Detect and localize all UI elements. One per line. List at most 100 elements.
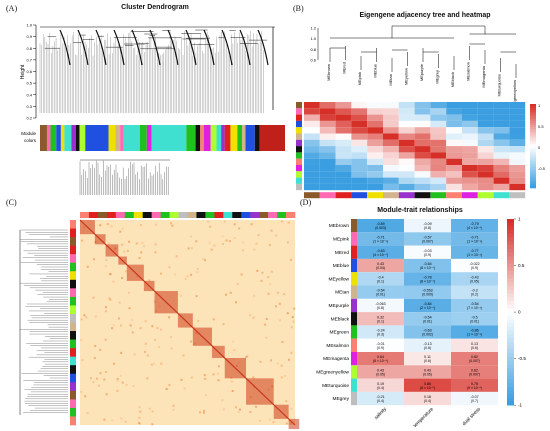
b-heat-cell [398, 102, 415, 109]
d-heat-cell [451, 312, 498, 326]
d-cell-p: (1 × 10⁻³) [467, 253, 482, 257]
b-heat-cell [351, 146, 368, 153]
b-col-color [414, 192, 431, 199]
d-legend-step [507, 397, 514, 402]
d-legend-step [507, 390, 514, 395]
d-heat-cell [404, 365, 451, 379]
d-heat-cell [357, 352, 404, 366]
c-texture [81, 359, 84, 362]
b-heat-cell [493, 127, 510, 134]
b-row-color [296, 165, 302, 172]
b-legend-step [530, 118, 536, 122]
c-side-color [70, 399, 76, 409]
b-module-label: MEtan [388, 74, 393, 86]
a-module-color [108, 125, 116, 151]
b-col-color [335, 192, 352, 199]
b-heat-cell [304, 177, 320, 184]
b-heat-cell [335, 133, 352, 140]
c-texture [204, 377, 207, 380]
b-col-color [383, 192, 399, 199]
c-top-color [268, 212, 278, 218]
d-heat-cell [404, 285, 451, 299]
c-texture [139, 410, 142, 413]
b-heat-cell [477, 108, 494, 115]
b-legend-tick: -0.5 [538, 166, 546, 171]
c-texture [235, 301, 238, 304]
c-texture [287, 221, 290, 224]
d-cell-p: (6 × 10⁻⁵) [420, 386, 435, 390]
c-texture [158, 346, 161, 349]
a-module-color [151, 125, 187, 151]
b-heat-cell [509, 183, 526, 191]
c-texture [193, 325, 196, 328]
c-texture [84, 395, 87, 398]
b-row-color [296, 120, 302, 128]
d-cell-r: -0.78 [423, 275, 431, 279]
c-texture [92, 296, 95, 299]
b-heat-cell [462, 146, 478, 153]
c-texture [95, 377, 98, 380]
c-texture [151, 325, 154, 328]
d-cell-r: 0.18 [424, 395, 431, 399]
b-heat-cell [319, 171, 336, 178]
b-heat-cell [430, 158, 447, 165]
d-cell-p: (2 × 10⁻⁴) [420, 306, 435, 310]
d-trait-label: salinity [373, 406, 388, 421]
c-texture [190, 235, 193, 238]
c-texture [265, 317, 268, 320]
c-top-color [241, 212, 251, 218]
c-side-color [70, 228, 76, 238]
c-texture [197, 319, 200, 322]
b-heat-cell [398, 171, 415, 178]
c-top-color [142, 212, 152, 218]
d-cell-r: 0.43 [377, 262, 384, 266]
d-cell-p: (1 × 10⁻³) [373, 239, 388, 243]
b-heat-cell [335, 158, 352, 165]
a-colorbar-label: Module [21, 131, 36, 136]
panel-b-letter: (B) [293, 4, 304, 13]
a-cluster [149, 29, 161, 66]
d-row-color [351, 378, 357, 392]
a-module-color [245, 125, 255, 151]
d-legend-tick: 0 [518, 310, 521, 315]
b-heat-cell [509, 127, 526, 134]
d-row-label: MEyellow [328, 276, 349, 282]
c-top-color [196, 212, 206, 218]
c-texture [129, 324, 132, 327]
a-module-color [254, 125, 260, 151]
c-side-color [70, 322, 76, 332]
a-cluster [185, 29, 197, 66]
d-heat-cell [404, 312, 451, 326]
d-row-label: MEmagenta [323, 356, 349, 362]
b-heat-cell [367, 158, 383, 165]
b-heat-cell [446, 120, 462, 128]
a-module-color [85, 125, 109, 151]
d-cell-r: -0.89 [376, 222, 384, 226]
c-texture [221, 399, 224, 402]
b-heat-cell [493, 158, 510, 165]
b-row-color [296, 139, 302, 147]
c-texture [104, 306, 107, 309]
a-ytick-label: 0.3 [26, 104, 32, 109]
c-texture [159, 272, 162, 275]
c-texture [275, 234, 278, 237]
d-heat-cell [404, 391, 451, 406]
c-texture [103, 418, 106, 421]
c-texture [108, 297, 111, 300]
d-heat-cell [357, 219, 404, 233]
c-texture [196, 268, 199, 271]
d-cell-p: (7 × 10⁻³) [467, 306, 482, 310]
d-row-color [351, 338, 357, 352]
d-row-color [351, 391, 357, 406]
b-heat-cell [430, 120, 447, 128]
b-heat-cell [351, 127, 368, 134]
d-cell-p: (0.4) [377, 386, 384, 390]
d-heat-cell [357, 245, 404, 259]
c-texture [217, 365, 220, 368]
c-side-color [70, 296, 76, 306]
a-cluster [203, 29, 215, 66]
c-texture [202, 257, 205, 260]
b-legend-step [530, 158, 536, 161]
b-heat-cell [493, 171, 510, 178]
c-texture [207, 220, 210, 223]
